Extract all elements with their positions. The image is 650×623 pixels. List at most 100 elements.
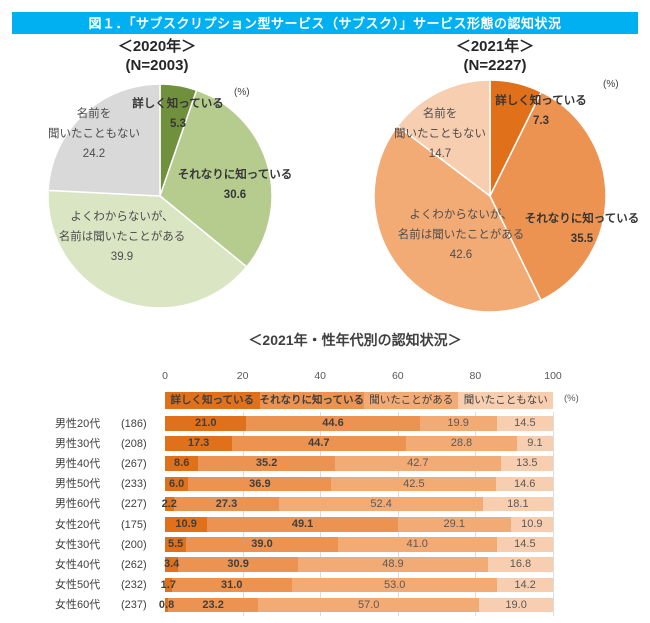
- bar-row-category: 女性30代: [55, 538, 101, 551]
- bar-row-n: (267): [121, 457, 147, 470]
- bar-value-label: 48.9: [382, 558, 404, 571]
- bar-segment: [188, 476, 332, 492]
- bar-row-category: 男性40代: [55, 457, 101, 470]
- pie-slice-label: それなりに知っている 35.5: [524, 213, 640, 245]
- bar-segment: [165, 517, 208, 532]
- bar-segment: [168, 597, 259, 613]
- bar-row: 2.2 27.3 52.4 18.1: [161, 496, 553, 512]
- bar-value-label: 17.3: [187, 437, 210, 450]
- bar-value-label: 44.7: [308, 437, 330, 450]
- bar-value-label: 10.9: [521, 518, 543, 530]
- bar-value-label: 14.6: [513, 477, 536, 490]
- bar-row: 21.0 44.6 19.9 14.5: [165, 416, 553, 431]
- pie-2020-header: ＜2020年＞ (N=2003): [32, 37, 282, 75]
- pie-2021-n: (N=2227): [463, 57, 527, 74]
- bar-segment: [279, 496, 483, 512]
- bar-value-label: 14.5: [514, 538, 536, 551]
- bar-segment: [482, 496, 553, 512]
- pie-slice-label: 詳しく知っている 7.3: [495, 95, 587, 127]
- bar-segment: [496, 476, 553, 492]
- bar-row-n: (233): [121, 478, 147, 491]
- bar-value-label: 19.0: [505, 598, 527, 611]
- gridline: [242, 412, 244, 616]
- bar-value-label: 53.0: [383, 578, 406, 591]
- bar-value-label: 42.7: [407, 457, 429, 470]
- pie-slice: [47, 83, 161, 197]
- bar-segment: [397, 517, 511, 532]
- bar-segment: [258, 597, 480, 613]
- bar-segment: [510, 517, 553, 532]
- bar-row-category: 男性60代: [55, 498, 101, 511]
- gridline: [475, 412, 477, 616]
- x-axis-tick: 80: [469, 370, 482, 382]
- bar-segment: [291, 577, 498, 593]
- bar-row: 6.0 36.9 42.5 14.6: [165, 476, 553, 492]
- bar-value-label: 36.9: [249, 477, 271, 490]
- bar-row: 17.3 44.7 28.8 9.1: [165, 436, 553, 451]
- bar-value-label: 13.5: [516, 457, 538, 470]
- bar-value-label: 19.9: [447, 417, 469, 429]
- bar-value-label: 1.7: [160, 578, 176, 591]
- x-axis-tick: 100: [544, 370, 562, 382]
- pie-slice-label: 名前を 聞いたこともない 14.7: [394, 108, 486, 160]
- bar-value-label: 9.1: [527, 437, 543, 450]
- bar-segment: [173, 496, 280, 512]
- bar-segment: [337, 537, 497, 552]
- bar-value-label: 21.0: [195, 417, 217, 429]
- bar-row: 8.6 35.2 42.7 13.5: [165, 456, 553, 471]
- bar-segment: [165, 496, 174, 512]
- bar-segment: [232, 436, 406, 451]
- bar-value-label: 2.2: [161, 497, 177, 510]
- pie-slice: [373, 125, 542, 313]
- bar-segment: [334, 456, 501, 471]
- bar-row: 3.4 30.9 48.9 16.8: [164, 557, 553, 572]
- x-axis-tick: 60: [391, 370, 404, 382]
- pie-2020-title: ＜2020年＞: [117, 38, 197, 55]
- pie-2021-header: ＜2021年＞ (N=2227): [370, 37, 620, 75]
- bar-segment: [186, 537, 338, 552]
- legend-item: 詳しく知っている: [165, 392, 260, 409]
- bar-segment: [198, 456, 335, 471]
- bar-value-label: 16.8: [509, 558, 532, 571]
- bar-segment: [331, 476, 497, 492]
- bar-row-n: (232): [121, 579, 147, 592]
- bar-value-label: 27.3: [215, 497, 238, 510]
- x-axis: 0 20 40 60 80 100: [162, 370, 562, 384]
- bar-value-label: 31.0: [221, 578, 243, 591]
- pie-2020-n: (N=2003): [125, 57, 189, 74]
- pie-slice-label: それなりに知っている 30.6: [177, 169, 293, 201]
- bar-segment: [500, 456, 553, 471]
- bar-row: 1.7 31.0 53.0 14.2: [161, 577, 553, 593]
- bar-row-n: (237): [121, 599, 147, 612]
- bar-segment: [165, 456, 199, 471]
- bar-value-label: 14.2: [514, 578, 536, 591]
- legend: 詳しく知っている それなりに知っている 聞いたことがある 聞いたこともない: [165, 392, 553, 409]
- gridline: [397, 412, 399, 616]
- bar-segment: [298, 557, 488, 572]
- pie-slice-label: よくわからないが、 名前は聞いたことがある 42.6: [397, 209, 525, 261]
- bar-value-label: 49.1: [291, 518, 314, 530]
- bar-row-n: (175): [121, 518, 147, 531]
- bar-segment: [487, 557, 553, 572]
- pie-slice-label: 名前を 聞いたこともない 24.2: [48, 108, 140, 160]
- bar-value-label: 23.2: [202, 598, 224, 611]
- bar-segment: [419, 416, 497, 431]
- bar-value-label: 18.1: [507, 497, 529, 510]
- pie-slice-label: 詳しく知っている 5.3: [132, 98, 224, 130]
- bar-row-category: 男性30代: [55, 437, 101, 450]
- bar-segment: [165, 577, 172, 593]
- bar-segment: [165, 476, 189, 492]
- bar-segment: [246, 416, 420, 431]
- bar-value-label: 35.2: [255, 457, 278, 470]
- bar-value-label: 41.0: [406, 538, 428, 551]
- legend-item: 聞いたこともない: [458, 392, 553, 409]
- bar-row: 5.5 39.0 41.0 14.5: [165, 537, 553, 552]
- bar-value-label: 57.0: [357, 598, 380, 611]
- percent-unit-2021: (%): [603, 79, 619, 90]
- bar-row-category: 女性60代: [55, 599, 101, 612]
- pie-slice: [159, 89, 273, 268]
- bar-segment: [165, 557, 179, 572]
- bar-row-n: (208): [121, 437, 147, 450]
- bar-segment: [405, 436, 518, 451]
